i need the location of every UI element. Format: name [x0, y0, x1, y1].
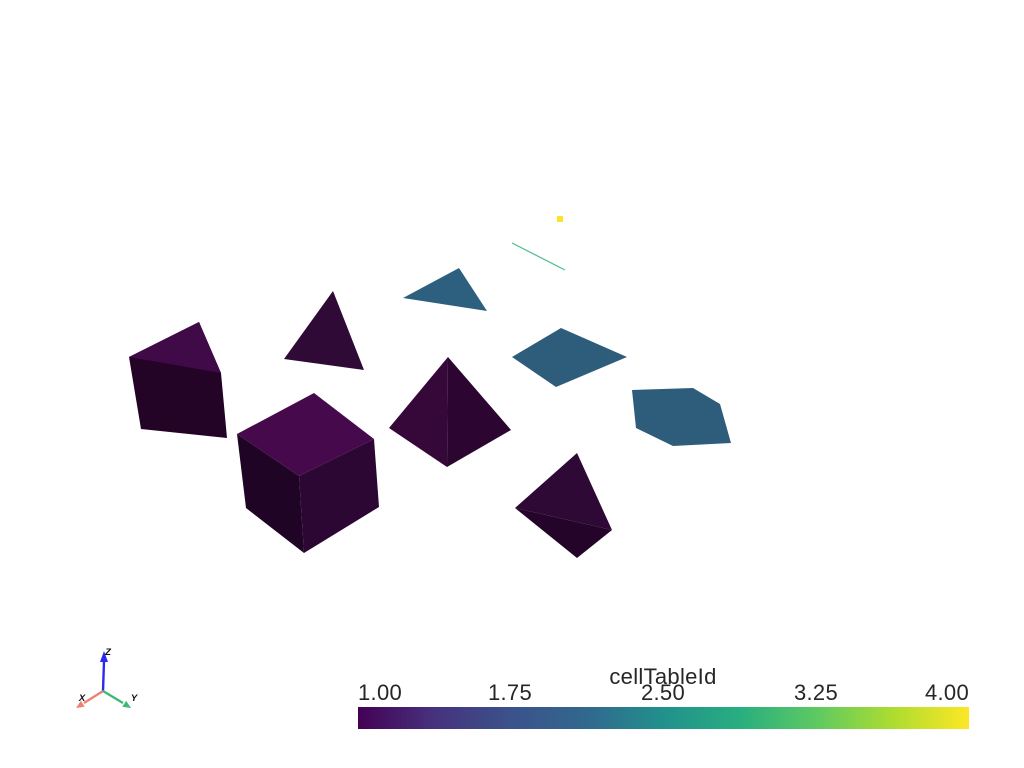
z-axis-arrowhead-icon: [100, 651, 108, 662]
line-cell: [511, 242, 566, 271]
pyramid-left-face: [389, 357, 448, 467]
y-axis-arrowhead-icon: [122, 700, 131, 708]
colorbar-tick-label: 2.50: [641, 680, 685, 705]
y-axis-label: Y: [131, 693, 139, 704]
triangle-cell: [403, 268, 487, 311]
wedge-top-face: [515, 453, 612, 530]
z-axis-shaft: [101, 660, 106, 692]
colorbar-tick-label: 1.00: [358, 680, 402, 705]
tetrahedron-left-cell: [129, 322, 227, 438]
colorbar-gradient-bar: [358, 707, 969, 729]
tetrahedron-back-cell: [284, 291, 364, 370]
pyramid-cell: [389, 357, 511, 467]
colorbar-tick-label: 4.00: [925, 680, 969, 705]
orientation-axes-widget[interactable]: X Y Z: [76, 647, 139, 708]
colorbar-tick-label: 1.75: [488, 680, 532, 705]
polygon-cell: [632, 388, 731, 446]
wedge-cell: [515, 453, 612, 558]
hexahedron-top-face: [237, 393, 374, 476]
x-axis-arrowhead-icon: [76, 700, 85, 708]
y-axis-shaft: [102, 689, 124, 705]
hexahedron-cell: [237, 393, 379, 553]
x-axis-shaft: [83, 689, 104, 705]
quad-cell: [512, 328, 627, 387]
pyramid-right-face: [447, 357, 511, 467]
wedge-bottom-face: [515, 508, 612, 558]
scalar-bar[interactable]: cellTableId 1.00 1.75 2.50 3.25 4.00: [358, 664, 969, 729]
hexahedron-right-face: [299, 439, 379, 553]
vertex-cell: [557, 216, 563, 222]
z-axis-label: Z: [104, 647, 112, 658]
x-axis-label: X: [78, 693, 86, 704]
hexahedron-left-face: [237, 434, 304, 553]
colorbar-tick-label: 3.25: [794, 680, 838, 705]
tetrahedron-left-top-face: [129, 322, 221, 373]
colorbar-title: cellTableId: [609, 664, 716, 689]
